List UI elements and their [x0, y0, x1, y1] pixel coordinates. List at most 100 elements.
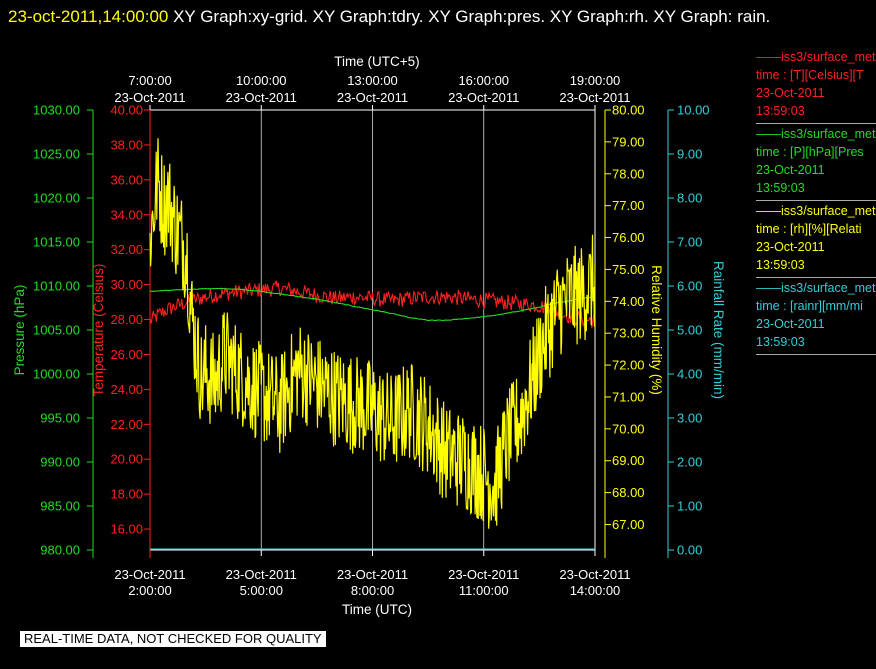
rain-tick-label: 4.00	[677, 367, 702, 382]
humidity-tick-label: 76.00	[612, 230, 645, 245]
humidity-tick-label: 74.00	[612, 294, 645, 309]
humidity-tick-label: 78.00	[612, 166, 645, 181]
rain-tick-label: 0.00	[677, 543, 702, 558]
legend-name: ——iss3/surface_met	[756, 281, 876, 295]
rain-tick-label: 2.00	[677, 455, 702, 470]
legend-time: 13:59:03	[756, 335, 805, 349]
temperature-tick-label: 22.00	[110, 417, 143, 432]
x-tick-label-bottom-time: 14:00:00	[570, 583, 621, 598]
temperature-tick-label: 24.00	[110, 382, 143, 397]
x-tick-label-bottom-date: 23-Oct-2011	[448, 567, 519, 582]
x-tick-label-top-date: 23-Oct-2011	[114, 90, 185, 105]
x-tick-label-top-date: 23-Oct-2011	[226, 90, 297, 105]
x-tick-label-top-time: 13:00:00	[347, 73, 398, 88]
x-tick-label-bottom-time: 2:00:00	[128, 583, 171, 598]
pressure-tick-label: 1030.00	[33, 103, 80, 118]
x-tick-label-top-date: 23-Oct-2011	[337, 90, 408, 105]
pressure-tick-label: 1000.00	[33, 367, 80, 382]
temperature-tick-label: 20.00	[110, 452, 143, 467]
pressure-tick-label: 995.00	[40, 411, 80, 426]
temperature-axis-label: Temperature (Celsius)	[91, 264, 106, 397]
x-tick-label-bottom-date: 23-Oct-2011	[226, 567, 297, 582]
temperature-tick-label: 40.00	[110, 103, 143, 118]
pressure-series-line	[149, 287, 596, 322]
humidity-series-line	[149, 138, 596, 529]
pressure-tick-label: 1010.00	[33, 279, 80, 294]
humidity-tick-label: 68.00	[612, 485, 645, 500]
humidity-tick-label: 73.00	[612, 326, 645, 341]
x-tick-label-bottom-date: 23-Oct-2011	[559, 567, 630, 582]
title-date-time: 23-oct-2011,14:00:00	[8, 7, 169, 26]
legend-date: 23-Oct-2011	[756, 317, 825, 331]
temperature-tick-label: 38.00	[110, 137, 143, 152]
humidity-tick-label: 79.00	[612, 134, 645, 149]
legend-name: ——iss3/surface_met	[756, 50, 876, 64]
humidity-tick-label: 80.00	[612, 103, 645, 118]
temperature-tick-label: 16.00	[110, 522, 143, 537]
x-tick-label-bottom-time: 5:00:00	[240, 583, 283, 598]
pressure-tick-label: 1025.00	[33, 147, 80, 162]
humidity-tick-label: 77.00	[612, 198, 645, 213]
legend-date: 23-Oct-2011	[756, 163, 825, 177]
x-tick-label-top-time: 19:00:00	[570, 73, 621, 88]
legend-time: 13:59:03	[756, 181, 805, 195]
legend-field: time : [T][Celsius][T	[756, 68, 864, 82]
x-tick-label-top-date: 23-Oct-2011	[559, 90, 630, 105]
humidity-tick-label: 70.00	[612, 421, 645, 436]
temperature-series-line	[149, 280, 596, 329]
pressure-axis-label: Pressure (hPa)	[12, 285, 27, 376]
rain-tick-label: 3.00	[677, 411, 702, 426]
humidity-axis-label: Relative Humidity (%)	[649, 265, 664, 395]
temperature-tick-label: 36.00	[110, 172, 143, 187]
page-title: 23-oct-2011,14:00:00 XY Graph:xy-grid. X…	[8, 2, 868, 32]
legend-entry: ——iss3/surface_met time : [P][hPa][Pres 23…	[756, 125, 876, 201]
pressure-tick-label: 1020.00	[33, 191, 80, 206]
x-tick-label-bottom-time: 11:00:00	[459, 583, 509, 598]
humidity-tick-label: 72.00	[612, 358, 645, 373]
humidity-tick-label: 69.00	[612, 453, 645, 468]
pressure-tick-label: 985.00	[40, 499, 80, 514]
x-tick-label-top-time: 7:00:00	[128, 73, 171, 88]
temperature-tick-label: 34.00	[110, 207, 143, 222]
quality-notice: REAL-TIME DATA, NOT CHECKED FOR QUALITY	[20, 631, 326, 647]
pressure-tick-label: 1015.00	[33, 235, 80, 250]
humidity-tick-label: 75.00	[612, 262, 645, 277]
humidity-tick-label: 67.00	[612, 517, 645, 532]
legend-time: 13:59:03	[756, 104, 805, 118]
rain-tick-label: 7.00	[677, 235, 702, 250]
pressure-tick-label: 990.00	[40, 455, 80, 470]
legend-field: time : [rh][%][Relati	[756, 222, 862, 236]
legend-date: 23-Oct-2011	[756, 240, 825, 254]
x-tick-label-top-date: 23-Oct-2011	[448, 90, 519, 105]
legend: ——iss3/surface_met time : [T][Celsius][T 2…	[756, 48, 876, 356]
x-axis-label-bottom: Time (UTC)	[342, 602, 412, 617]
legend-date: 23-Oct-2011	[756, 86, 825, 100]
rain-tick-label: 1.00	[677, 499, 702, 514]
temperature-tick-label: 32.00	[110, 242, 143, 257]
rain-tick-label: 6.00	[677, 279, 702, 294]
temperature-tick-label: 30.00	[110, 277, 143, 292]
x-tick-label-top-time: 16:00:00	[458, 73, 509, 88]
legend-name: ——iss3/surface_met	[756, 204, 876, 218]
legend-field: time : [rainr][mm/mi	[756, 299, 863, 313]
rain-tick-label: 5.00	[677, 323, 702, 338]
x-tick-label-bottom-date: 23-Oct-2011	[337, 567, 408, 582]
humidity-tick-label: 71.00	[612, 389, 645, 404]
legend-field: time : [P][hPa][Pres	[756, 145, 864, 159]
pressure-tick-label: 980.00	[40, 543, 80, 558]
rain-tick-label: 8.00	[677, 191, 702, 206]
x-axis-label-top: Time (UTC+5)	[334, 54, 419, 69]
rain-axis-label: Rainfall Rate (mm/min)	[711, 261, 726, 399]
title-graph-list: XY Graph:xy-grid. XY Graph:tdry. XY Grap…	[168, 7, 771, 26]
rain-tick-label: 9.00	[677, 147, 702, 162]
pressure-tick-label: 1005.00	[33, 323, 80, 338]
temperature-tick-label: 18.00	[110, 487, 143, 502]
temperature-tick-label: 26.00	[110, 347, 143, 362]
legend-time: 13:59:03	[756, 258, 805, 272]
temperature-tick-label: 28.00	[110, 312, 143, 327]
x-tick-label-top-time: 10:00:00	[236, 73, 287, 88]
